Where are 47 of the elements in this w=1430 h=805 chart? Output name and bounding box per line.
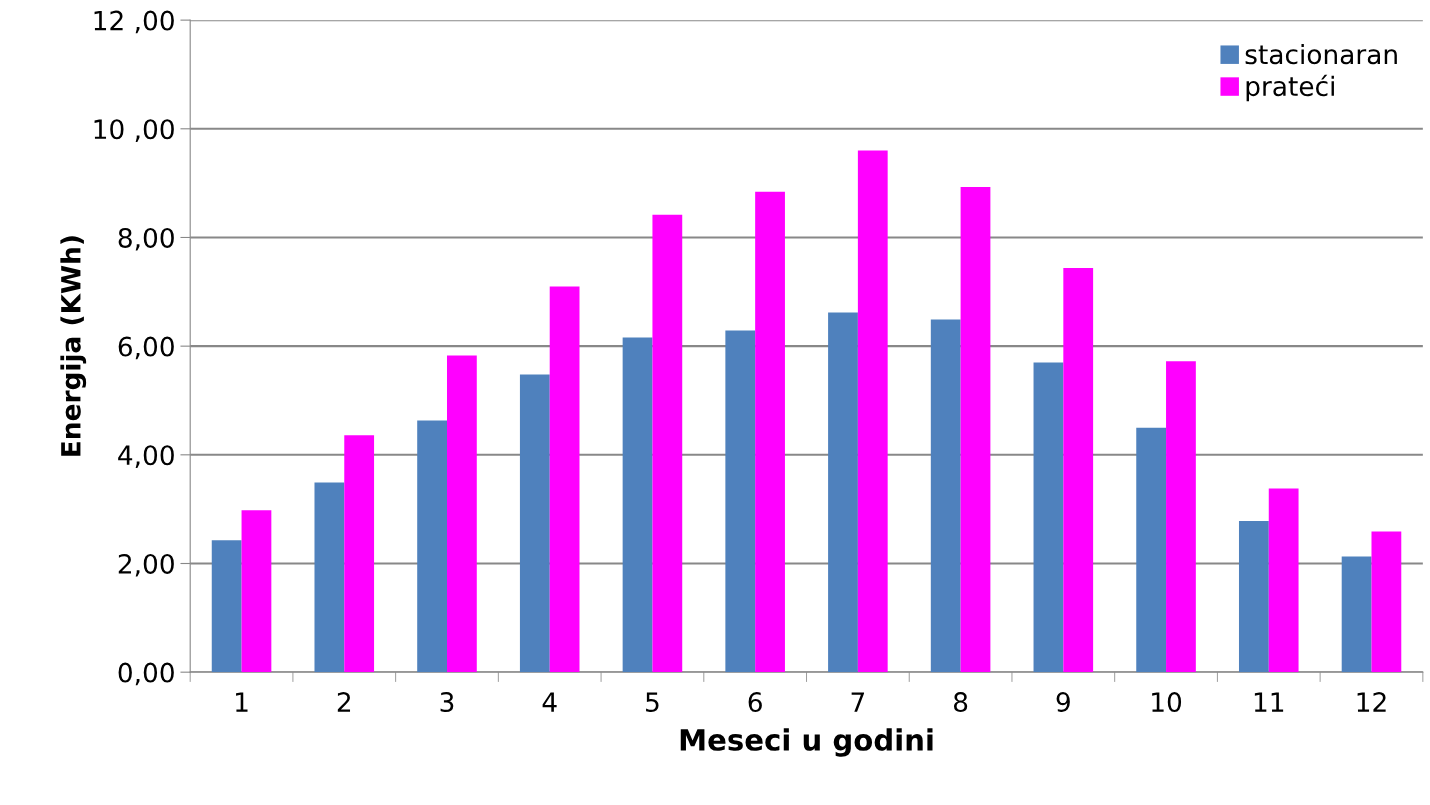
x-tick-label: 5	[646, 692, 659, 713]
bar	[1238, 521, 1269, 673]
x-tick-label: 1	[236, 692, 248, 712]
x-axis-title: Meseci u godini	[680, 728, 933, 757]
bar	[622, 337, 653, 673]
bar	[828, 312, 858, 673]
bar	[755, 191, 785, 673]
bar	[417, 420, 447, 673]
bar	[344, 435, 375, 673]
bar	[1371, 531, 1402, 673]
y-tick-label: 6,00	[118, 336, 174, 360]
y-tick-label: 4,00	[118, 445, 174, 468]
bar	[446, 355, 477, 673]
y-tick-label: 10 ,00	[94, 119, 174, 142]
x-tick-label: 8	[954, 692, 968, 713]
bar	[960, 186, 991, 673]
y-tick-label: 12 ,00	[94, 10, 174, 34]
legend-label: prateći	[1246, 74, 1334, 102]
y-tick-label: 0,00	[118, 662, 174, 686]
y-tick-label: 8,00	[118, 227, 174, 251]
bar	[725, 330, 756, 673]
x-tick-label: 4	[542, 692, 557, 712]
bar	[1136, 427, 1167, 673]
x-tick-label: 9	[1056, 692, 1070, 713]
bar	[1166, 361, 1196, 673]
bar	[549, 286, 580, 673]
bar	[1341, 556, 1372, 673]
bar	[1063, 267, 1094, 673]
bar	[857, 150, 888, 673]
legend-label: stacionaran	[1245, 43, 1397, 65]
bar	[1033, 362, 1064, 673]
bar	[241, 510, 272, 673]
bar	[314, 482, 345, 673]
y-tick-label: 2,00	[118, 553, 174, 577]
bar	[652, 214, 683, 673]
bar	[1268, 488, 1299, 673]
x-tick-label: 11	[1254, 692, 1284, 712]
x-tick-label: 10	[1152, 692, 1182, 713]
bar	[211, 540, 242, 673]
x-tick-label: 6	[748, 692, 762, 713]
bar	[930, 319, 961, 673]
x-tick-label: 7	[851, 692, 865, 712]
x-tick-label: 12	[1357, 692, 1386, 712]
y-axis-title: Energija (KWh)	[60, 236, 87, 456]
bar	[519, 374, 550, 673]
x-tick-label: 3	[440, 692, 454, 713]
x-tick-label: 2	[337, 692, 351, 712]
